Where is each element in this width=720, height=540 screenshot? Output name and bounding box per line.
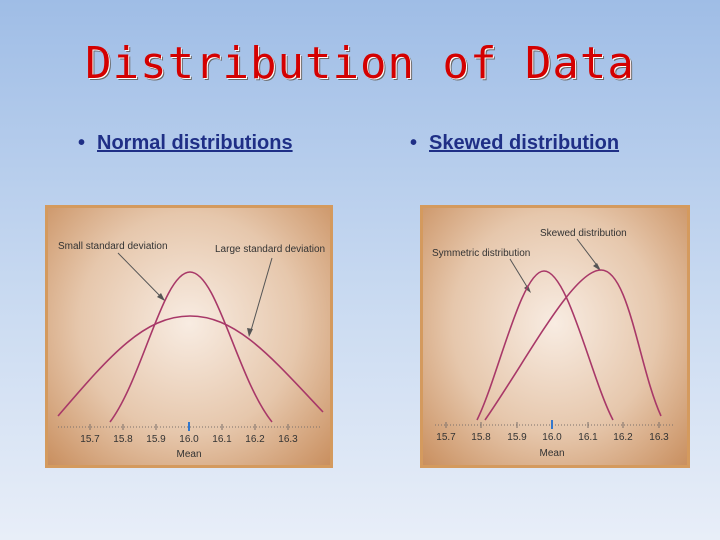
curve-symmetric <box>476 270 614 421</box>
curve-skewed <box>484 269 662 421</box>
normal-distribution-diagram: Small standard deviation Large standard … <box>45 205 333 468</box>
arrowhead-small-sd <box>157 293 165 301</box>
label-symmetric-distribution: Symmetric distribution <box>432 248 530 259</box>
tick-label: 15.7 <box>80 434 100 445</box>
tick-label: 16.2 <box>613 432 633 443</box>
bullet-text: Normal distributions <box>97 132 293 154</box>
arrow-small-sd <box>117 252 165 301</box>
tick-label: 16.1 <box>578 432 598 443</box>
bullet-text: Skewed distribution <box>429 132 620 154</box>
bullet-dot: • <box>410 132 418 154</box>
arrow-symmetric <box>509 258 530 291</box>
tick-label: 15.8 <box>471 432 491 443</box>
bullet-normal-distributions: • Normal distributions <box>78 132 293 155</box>
label-skewed-distribution: Skewed distribution <box>540 228 627 239</box>
bullet-skewed-distribution: • Skewed distribution <box>410 132 619 155</box>
tick-label: 15.8 <box>113 434 133 445</box>
tick-label: 16.2 <box>245 434 265 445</box>
arrowhead-symmetric <box>524 285 531 293</box>
axis-label-mean: Mean <box>176 449 201 460</box>
slide-title: Distribution of Data <box>85 38 635 89</box>
tick-label: 15.7 <box>436 432 456 443</box>
bullet-dot: • <box>78 132 86 154</box>
tick-label: 16.0 <box>179 434 199 445</box>
tick-label: 16.1 <box>212 434 232 445</box>
tick-label: 16.0 <box>542 432 562 443</box>
arrowhead-large-sd <box>247 328 253 337</box>
tick-label: 15.9 <box>146 434 166 445</box>
arrow-skewed <box>576 238 600 269</box>
tick-label: 16.3 <box>649 432 669 443</box>
label-small-standard-deviation: Small standard deviation <box>58 241 168 252</box>
curve-small-sd <box>109 271 273 423</box>
arrow-large-sd <box>249 257 273 335</box>
normal-distribution-svg: Small standard deviation Large standard … <box>57 241 325 460</box>
skewed-distribution-svg: Skewed distribution Symmetric distributi… <box>432 228 675 459</box>
skewed-distribution-diagram: Skewed distribution Symmetric distributi… <box>420 205 690 468</box>
axis-label-mean: Mean <box>539 448 564 459</box>
arrowhead-skewed <box>593 263 601 271</box>
tick-label: 15.9 <box>507 432 527 443</box>
tick-marks <box>445 420 660 429</box>
label-large-standard-deviation: Large standard deviation <box>215 244 325 255</box>
tick-marks <box>89 422 289 431</box>
curve-large-sd <box>57 315 324 417</box>
tick-label: 16.3 <box>278 434 298 445</box>
